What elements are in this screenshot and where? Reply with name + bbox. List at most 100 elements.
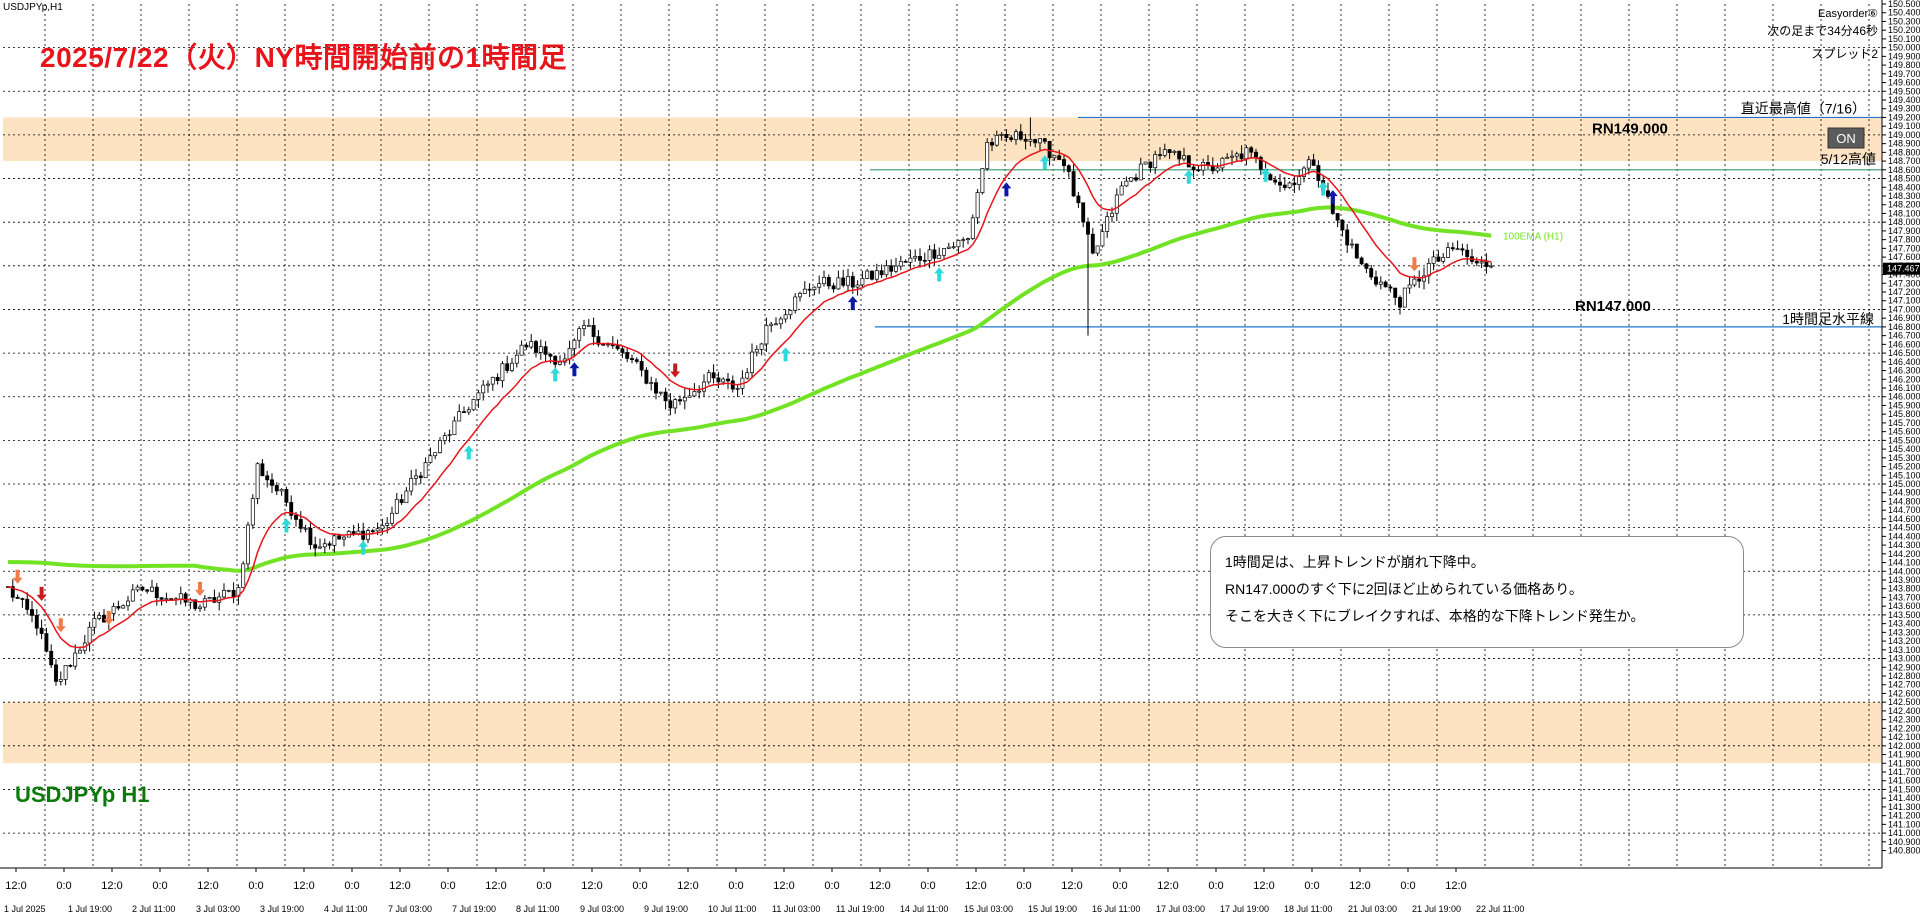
candle-body (1489, 265, 1494, 268)
buy-signal-arrow-icon (1318, 181, 1329, 196)
y-tick-label: 147.700 (1888, 243, 1920, 253)
y-tick-label: 146.200 (1888, 374, 1920, 384)
candle-body (649, 382, 654, 385)
y-tick-label: 143.800 (1888, 584, 1920, 594)
y-tick-label: 144.600 (1888, 514, 1920, 524)
x-tick-label: 12:0 (1157, 880, 1178, 892)
candle-body (54, 664, 58, 682)
x-tick-label: 12:0 (677, 880, 698, 892)
candle-body (577, 328, 582, 341)
x-tick-label: 0:0 (1112, 880, 1127, 892)
sell-signal-arrow-icon (195, 581, 205, 596)
candle-body (10, 586, 15, 598)
candle-body (908, 257, 913, 263)
y-tick-label: 141.500 (1888, 784, 1920, 794)
candle-body (63, 665, 68, 680)
candle-body (318, 546, 322, 549)
candle-body (68, 665, 73, 667)
easyorder-label[interactable]: Easyorder⑥ (1818, 8, 1878, 20)
candle-body (1422, 275, 1426, 282)
candle-body (1158, 154, 1162, 156)
candle-body (994, 135, 999, 146)
y-tick-label: 145.400 (1888, 444, 1920, 454)
candle-body (1124, 180, 1129, 187)
candle-body (1254, 151, 1258, 158)
candle-body (1474, 261, 1479, 264)
candle-body (721, 378, 726, 383)
x-date-label: 18 Jul 11:00 (1284, 904, 1332, 914)
candle-body (754, 349, 759, 353)
candle-body (1364, 263, 1369, 269)
y-tick-label: 145.000 (1888, 479, 1920, 489)
y-tick-label: 143.200 (1888, 636, 1920, 646)
buy-signal-arrow-icon (1183, 169, 1194, 184)
candle-body (1230, 155, 1234, 158)
y-tick-label: 144.000 (1888, 566, 1920, 576)
x-date-label: 16 Jul 11:00 (1092, 904, 1140, 914)
candle-body (802, 288, 807, 294)
candle-body (495, 376, 500, 382)
sell-signal-arrow-icon (12, 569, 23, 584)
candle-body (1191, 166, 1196, 171)
candle-body (1239, 153, 1244, 160)
x-date-label: 11 Jul 19:00 (836, 904, 884, 914)
candle-body (1038, 138, 1042, 144)
y-tick-label: 142.000 (1888, 741, 1920, 751)
candle-body (466, 409, 471, 413)
y-tick-label: 142.500 (1888, 697, 1920, 707)
candle-body (1465, 249, 1470, 258)
candle-body (1182, 155, 1186, 160)
y-tick-label: 144.700 (1888, 505, 1920, 515)
x-tick-label: 0:0 (152, 880, 167, 892)
candle-body (30, 609, 34, 616)
candle-body (1057, 155, 1062, 160)
y-tick-label: 148.800 (1888, 147, 1920, 157)
candle-body (812, 286, 817, 291)
candle-body (510, 362, 514, 371)
candle-body (222, 590, 226, 598)
candle-body (1398, 297, 1402, 308)
current-price-label: 147.467 (1887, 264, 1920, 274)
level-labels: 100EMA (H1) 直近最高値（7/16） RN149.000 5/12高値 RN1… (1503, 100, 1876, 326)
buy-signal-arrow-icon (934, 267, 945, 282)
candle-body (78, 649, 82, 654)
candle-body (198, 606, 202, 609)
candle-body (846, 276, 850, 286)
candle-body (1302, 167, 1306, 177)
ema-fast-line (7, 148, 1492, 649)
candle-body (380, 525, 385, 530)
candle-body (1105, 216, 1110, 232)
price-zone (3, 117, 1882, 162)
candle-body (514, 354, 519, 364)
candle-body (841, 277, 846, 286)
on-button-bg[interactable] (1827, 127, 1865, 149)
x-date-label: 3 Jul 03:00 (196, 904, 240, 914)
candle-body (1167, 149, 1172, 154)
candle-body (1354, 243, 1359, 259)
candle-body (980, 168, 985, 193)
on-button[interactable]: ON (1827, 127, 1865, 149)
y-tick-label: 148.700 (1888, 156, 1920, 166)
candle-body (87, 626, 92, 644)
candle-body (975, 192, 980, 219)
x-tick-label: 12:0 (1061, 880, 1082, 892)
y-tick-label: 145.100 (1888, 470, 1920, 480)
candle-body (1177, 150, 1182, 160)
on-button-label[interactable]: ON (1836, 131, 1856, 146)
buy-signal-arrow-icon (463, 445, 474, 460)
candle-body (1484, 261, 1489, 268)
candle-body (399, 499, 404, 504)
candle-body (601, 343, 606, 346)
y-tick-label: 147.300 (1888, 278, 1920, 288)
candle-body (279, 489, 284, 492)
candle-body (1378, 281, 1383, 285)
y-tick-label: 147.900 (1888, 226, 1920, 236)
candle-body (92, 618, 97, 628)
candle-body (855, 284, 860, 288)
candle-body (634, 359, 639, 362)
candle-body (111, 606, 116, 614)
x-date-label: 8 Jul 11:00 (516, 904, 559, 914)
candle-body (212, 597, 217, 603)
candle-body (1086, 221, 1090, 235)
